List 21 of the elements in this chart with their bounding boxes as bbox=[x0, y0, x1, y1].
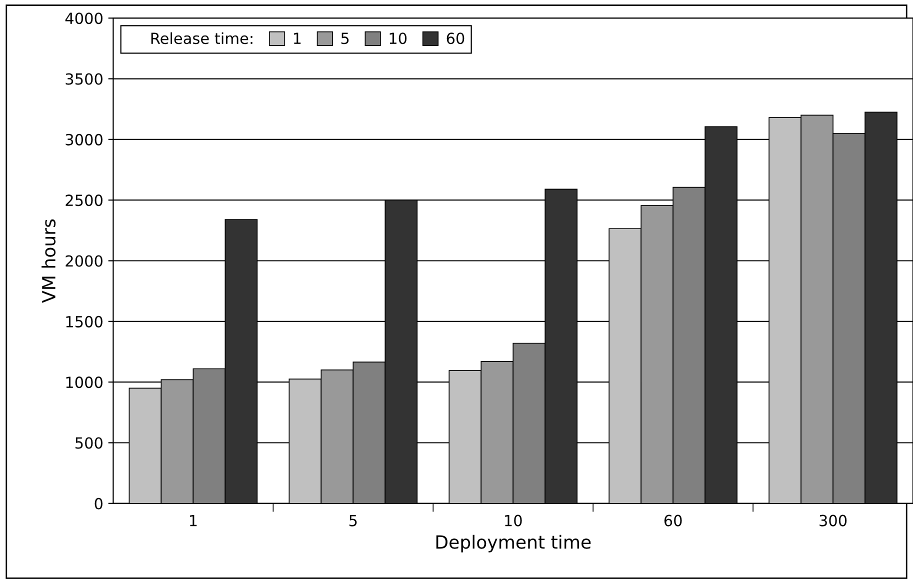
x-tick-label: 5 bbox=[349, 514, 357, 526]
y-tick-label: 500 bbox=[76, 437, 102, 449]
legend-label: 60 bbox=[446, 32, 464, 44]
x-axis-title: Deployment time bbox=[436, 534, 591, 552]
x-tick-label: 1 bbox=[190, 514, 197, 526]
legend-label: 1 bbox=[294, 32, 301, 44]
y-tick-label: 4000 bbox=[65, 12, 102, 24]
y-tick-label: 0 bbox=[94, 498, 102, 510]
y-tick-label: 1000 bbox=[66, 376, 102, 388]
legend-label: 5 bbox=[341, 32, 349, 44]
legend-label: 10 bbox=[390, 32, 407, 44]
y-tick-label: 3500 bbox=[66, 73, 102, 85]
y-tick-label: 2000 bbox=[66, 255, 102, 267]
legend-title: Release time: bbox=[151, 32, 252, 44]
y-tick-label: 3000 bbox=[66, 134, 102, 146]
y-tick-label: 2500 bbox=[66, 194, 102, 206]
y-axis-title: VM hours bbox=[42, 219, 56, 303]
x-tick-label: 60 bbox=[664, 514, 682, 526]
x-tick-label: 300 bbox=[820, 514, 847, 526]
y-tick-label: 1500 bbox=[66, 316, 102, 328]
x-tick-label: 10 bbox=[505, 514, 522, 526]
